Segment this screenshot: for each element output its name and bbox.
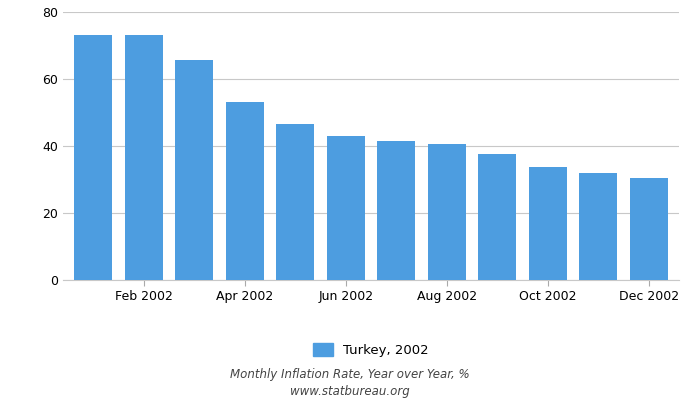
Text: Monthly Inflation Rate, Year over Year, %: Monthly Inflation Rate, Year over Year, … xyxy=(230,368,470,381)
Bar xyxy=(478,154,516,280)
Bar xyxy=(630,178,668,280)
Bar xyxy=(377,141,415,280)
Bar xyxy=(125,35,162,280)
Bar xyxy=(428,144,466,280)
Legend: Turkey, 2002: Turkey, 2002 xyxy=(308,338,434,362)
Bar xyxy=(327,136,365,280)
Bar xyxy=(74,35,112,280)
Bar xyxy=(580,174,617,280)
Bar xyxy=(175,60,214,280)
Bar xyxy=(226,102,264,280)
Bar xyxy=(528,167,567,280)
Text: www.statbureau.org: www.statbureau.org xyxy=(290,385,410,398)
Bar xyxy=(276,124,314,280)
